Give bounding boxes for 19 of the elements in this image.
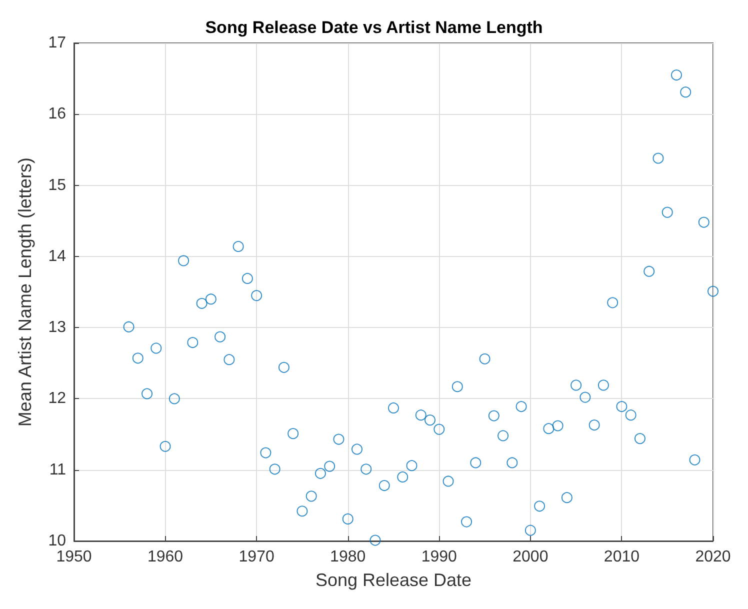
x-tick-label: 2010 — [604, 548, 640, 566]
y-axis-title: Mean Artist Name Length (letters) — [15, 157, 35, 427]
y-tick-label: 13 — [48, 319, 66, 336]
x-tick-label: 1960 — [147, 548, 184, 566]
x-tick-label: 1980 — [330, 548, 366, 566]
y-tick-label: 11 — [49, 461, 66, 478]
y-tick-label: 12 — [48, 390, 66, 408]
x-tick-label: 1990 — [421, 548, 458, 566]
y-tick-label: 14 — [48, 248, 66, 265]
x-tick-label: 1950 — [56, 548, 92, 566]
x-tick-label: 2000 — [512, 548, 548, 566]
x-axis-title: Song Release Date — [315, 570, 472, 590]
y-tick-label: 17 — [48, 34, 66, 52]
y-tick-label: 15 — [48, 176, 66, 194]
y-tick-label: 16 — [48, 106, 66, 123]
x-tick-label: 2020 — [695, 548, 731, 566]
y-tick-label: 10 — [48, 532, 66, 550]
chart-title: Song Release Date vs Artist Name Length — [205, 18, 543, 37]
x-tick-label: 1970 — [238, 548, 274, 566]
